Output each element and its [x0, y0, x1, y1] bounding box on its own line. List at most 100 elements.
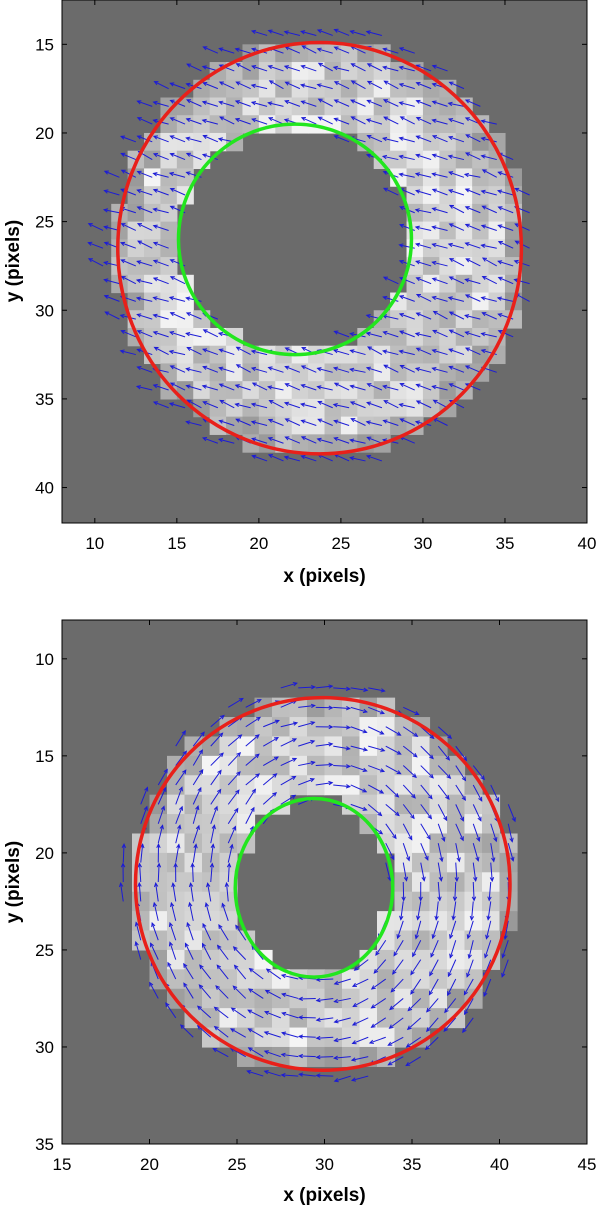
vector-arrow: [402, 804, 415, 819]
vector-arrow-head: [267, 101, 273, 106]
vector-arrow-head: [333, 1078, 339, 1083]
vector-arrow: [251, 438, 268, 444]
vector-arrow: [447, 959, 457, 977]
vector-arrow-head: [350, 1077, 357, 1082]
image-pixel: [342, 1027, 361, 1048]
vector-arrow: [137, 366, 153, 373]
vector-arrow-head: [299, 83, 306, 88]
vector-arrow-head: [448, 81, 454, 86]
vector-arrow-head: [204, 902, 209, 908]
vector-arrow-head: [367, 346, 373, 351]
vector-arrow: [334, 29, 350, 36]
vector-arrow: [298, 721, 315, 728]
vector-arrow: [265, 990, 281, 999]
vector-arrow-head: [152, 224, 158, 229]
vector-arrow-head: [300, 64, 306, 69]
vector-arrow-head: [251, 65, 257, 70]
vector-arrow-head: [198, 749, 203, 755]
vector-arrow: [351, 418, 366, 426]
vector-arrow-head: [405, 1061, 411, 1067]
vector-arrow-head: [136, 313, 142, 318]
vector-arrow-head: [186, 63, 192, 68]
image-pixel: [455, 274, 473, 294]
vector-arrow-head: [447, 296, 453, 301]
image-pixel: [390, 363, 408, 382]
vector-arrow-head: [152, 313, 158, 318]
image-pixel: [308, 363, 326, 382]
vector-arrow-head: [103, 225, 109, 230]
image-pixel: [219, 911, 238, 932]
vector-arrow-head: [159, 824, 164, 830]
vector-arrow: [269, 80, 284, 90]
vector-arrow-head: [200, 731, 205, 737]
vector-arrow-head: [426, 835, 431, 841]
image-pixel: [390, 345, 408, 365]
image-pixel: [127, 186, 145, 205]
image-pixel: [308, 44, 326, 63]
vector-arrow-head: [480, 775, 485, 781]
vector-arrow: [333, 726, 350, 729]
image-pixel: [406, 186, 424, 205]
vector-arrow-head: [497, 189, 503, 194]
image-pixel: [406, 292, 424, 311]
vector-arrow-head: [248, 967, 254, 973]
vector-arrow-head: [136, 330, 142, 335]
vector-arrow: [170, 153, 186, 161]
image-pixel: [373, 97, 391, 116]
image-pixel: [439, 292, 457, 311]
vector-arrow: [183, 982, 194, 999]
vector-arrow-head: [333, 998, 339, 1004]
image-pixel: [254, 969, 273, 990]
vector-arrow: [399, 83, 415, 90]
vector-arrow-head: [390, 855, 395, 861]
vector-arrow-head: [202, 348, 208, 353]
vector-arrow: [400, 383, 415, 391]
image-pixel: [242, 398, 260, 418]
vector-arrow-head: [234, 47, 240, 52]
vector-arrow-head: [152, 241, 158, 246]
vector-arrow: [497, 297, 514, 302]
image-pixel: [340, 115, 358, 134]
vector-arrow-head: [405, 856, 411, 862]
y-tick-label: 10: [35, 650, 54, 669]
vector-arrow: [382, 315, 399, 320]
vector-arrow: [393, 939, 404, 956]
vector-arrow: [400, 436, 415, 444]
vector-arrow: [262, 792, 277, 805]
vector-arrow-head: [283, 30, 289, 35]
x-tick-label: 35: [403, 1155, 422, 1174]
image-pixel: [307, 988, 326, 1009]
vector-arrow-head: [431, 277, 437, 282]
vector-arrow: [299, 1016, 316, 1019]
vector-arrow: [366, 421, 383, 426]
vector-arrow: [227, 698, 244, 708]
vector-arrow: [334, 330, 350, 338]
vector-arrow: [153, 277, 169, 285]
vector-arrow-head: [350, 80, 356, 85]
image-pixel: [406, 132, 424, 152]
vector-arrow: [157, 769, 168, 786]
image-pixel: [184, 930, 203, 951]
vector-arrow: [416, 347, 432, 356]
vector-arrow-head: [153, 882, 159, 888]
vector-arrow: [285, 46, 301, 54]
vector-arrow: [416, 400, 432, 409]
vector-arrow: [280, 758, 297, 767]
vector-arrow-head: [332, 349, 339, 354]
vector-arrow-head: [332, 366, 339, 371]
vector-arrow: [400, 365, 415, 373]
vector-arrow: [432, 154, 448, 161]
vector-arrow: [455, 862, 458, 882]
vector-arrow-head: [267, 29, 273, 34]
vector-arrow: [420, 842, 429, 861]
vector-arrow: [165, 1002, 177, 1019]
vector-arrow: [420, 765, 434, 779]
vector-arrow: [483, 978, 492, 997]
vector-arrow: [402, 823, 413, 840]
image-pixel: [202, 930, 221, 951]
vector-arrow-head: [315, 1073, 321, 1078]
image-pixel: [202, 1008, 221, 1029]
vector-arrow: [415, 190, 432, 196]
image-pixel: [439, 257, 457, 276]
